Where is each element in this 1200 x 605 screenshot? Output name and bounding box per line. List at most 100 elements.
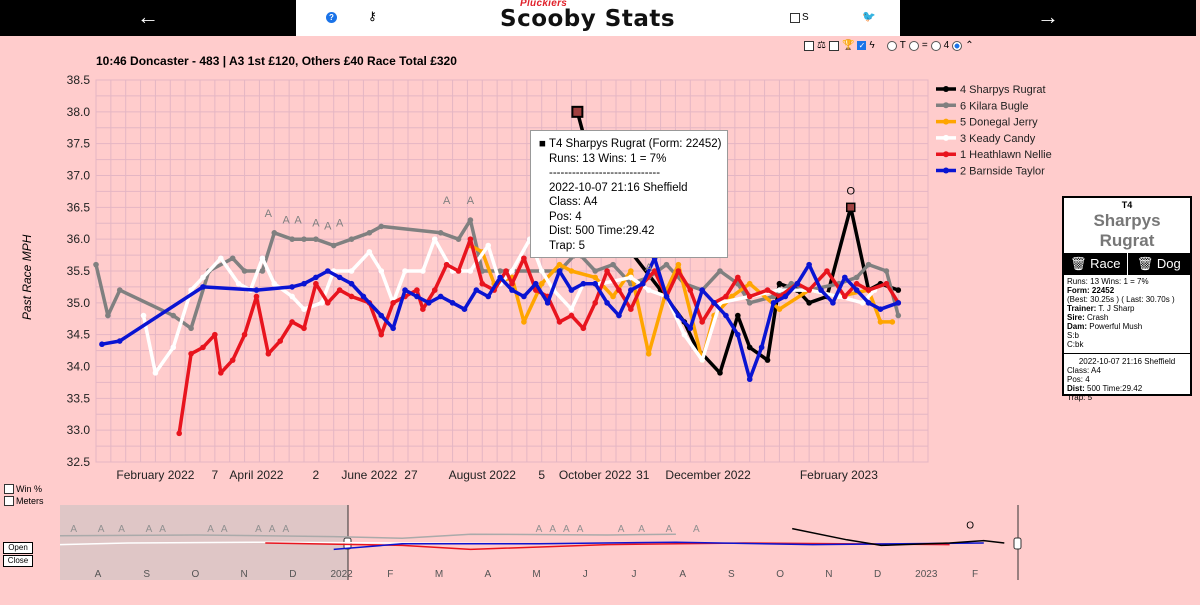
s-checkbox[interactable]: S xyxy=(790,12,809,23)
nav-a-marker: A xyxy=(282,524,289,535)
data-point xyxy=(717,268,723,274)
data-point xyxy=(735,312,741,319)
twitter-icon[interactable]: 🐦 xyxy=(862,11,876,23)
key-icon[interactable]: ⚷ xyxy=(368,9,377,23)
meters-checkbox[interactable] xyxy=(4,496,14,506)
nav-a-marker: A xyxy=(207,524,214,535)
data-point xyxy=(366,230,373,236)
radio-eq[interactable] xyxy=(908,40,919,51)
data-point xyxy=(568,268,575,274)
card-form: Form: 22452 xyxy=(1067,286,1115,295)
meters-option[interactable]: Meters xyxy=(4,495,44,507)
x-tick-label: December 2022 xyxy=(665,468,751,482)
radio-4[interactable] xyxy=(930,40,941,51)
card-info: Runs: 13 Wins: 1 = 7% Form: 22452 (Best:… xyxy=(1064,275,1190,351)
race-title: 10:46 Doncaster - 483 | A3 1st £120, Oth… xyxy=(96,54,457,68)
data-point xyxy=(313,236,319,242)
data-point xyxy=(521,319,527,325)
data-point xyxy=(200,344,206,351)
card-trap: T4 xyxy=(1121,200,1133,210)
race-button[interactable]: 🗑 Race xyxy=(1064,253,1128,275)
data-point xyxy=(271,230,278,236)
data-point xyxy=(455,236,462,242)
data-point xyxy=(265,350,272,357)
legend-dot xyxy=(943,86,949,92)
close-button[interactable]: Close xyxy=(3,555,33,567)
legend-dot xyxy=(943,167,949,174)
data-point xyxy=(895,300,902,306)
data-point xyxy=(782,293,789,300)
card-sire: Sire: Crash xyxy=(1067,313,1109,322)
data-point xyxy=(229,255,236,262)
nav-a-marker: A xyxy=(118,524,125,535)
data-point xyxy=(313,274,319,281)
data-point xyxy=(188,287,194,293)
nav-a-marker: A xyxy=(255,524,262,535)
data-point xyxy=(390,325,396,332)
data-point xyxy=(556,319,563,325)
data-point xyxy=(776,280,783,287)
lightning-icon: ϟ xyxy=(869,40,875,51)
data-point xyxy=(681,331,688,338)
data-point xyxy=(853,280,860,287)
nav-month-label: 2022 xyxy=(330,569,353,580)
a-marker: A xyxy=(645,262,653,274)
a-marker: A xyxy=(265,208,273,220)
nav-month-label: J xyxy=(631,569,636,580)
card-buttons: 🗑 Race 🗑 Dog xyxy=(1064,253,1190,275)
data-point xyxy=(592,274,598,281)
card-runs: Runs: 13 Wins: 1 = 7% xyxy=(1067,277,1149,286)
data-point xyxy=(675,261,682,268)
scales-checkbox[interactable] xyxy=(804,40,814,51)
nav-month-label: F xyxy=(387,569,393,580)
card-last-class: Class: A4 xyxy=(1067,366,1101,375)
nav-month-label: A xyxy=(484,569,491,580)
data-point xyxy=(93,261,99,268)
card-last-trap: Trap: 5 xyxy=(1067,393,1093,402)
nav-month-label: F xyxy=(972,569,978,580)
y-tick-label: 33.0 xyxy=(67,423,91,437)
navigator-line-4 xyxy=(792,527,1005,547)
open-button[interactable]: Open xyxy=(3,542,33,554)
y-tick-label: 38.0 xyxy=(67,105,91,119)
data-point xyxy=(758,344,765,351)
tooltip-pos: Pos: 4 xyxy=(549,210,582,223)
checkbox-box[interactable] xyxy=(790,12,800,23)
win-pct-option[interactable]: Win % xyxy=(4,483,44,495)
win-pct-checkbox[interactable] xyxy=(4,484,14,494)
data-point xyxy=(301,280,307,287)
radio-t[interactable] xyxy=(886,40,897,51)
data-point xyxy=(348,268,355,274)
lightning-checkbox[interactable]: ✓ xyxy=(857,41,867,50)
x-tick-label: February 2022 xyxy=(116,468,194,482)
trophy-checkbox[interactable] xyxy=(828,40,839,51)
legend-dot xyxy=(943,118,949,125)
data-point xyxy=(420,306,426,313)
data-point xyxy=(687,287,694,293)
o-marker: O xyxy=(846,186,855,198)
data-point xyxy=(188,325,194,332)
data-point xyxy=(259,268,266,274)
x-tick-label: 27 xyxy=(404,468,418,482)
card-trainer: Trainer: T. J Sharp xyxy=(1067,304,1135,313)
data-point xyxy=(431,287,438,293)
radio-up[interactable] xyxy=(952,40,963,51)
s-label: S xyxy=(802,12,809,23)
timeline-navigator[interactable]: A A A A A A A A A A A A A A A A A A OA S O N D 2022 F M A M J J A S O N D 2… xyxy=(0,505,1200,605)
data-point xyxy=(610,293,616,300)
data-point xyxy=(485,293,492,300)
y-tick-label: 32.5 xyxy=(67,455,91,469)
tooltip-trap: Trap: 5 xyxy=(549,239,586,252)
dog-button[interactable]: 🗑 Dog xyxy=(1128,253,1191,275)
tooltip-separator: ----------------------------- xyxy=(549,167,661,179)
data-point xyxy=(360,293,367,300)
data-point xyxy=(830,300,836,306)
data-point xyxy=(883,268,890,274)
data-point xyxy=(426,300,432,306)
prev-race-button[interactable]: ← xyxy=(0,0,296,36)
data-point xyxy=(152,370,159,376)
data-point xyxy=(865,287,872,293)
help-icon[interactable]: ? xyxy=(326,12,337,23)
next-race-button[interactable]: → xyxy=(900,0,1196,36)
data-point xyxy=(366,249,373,255)
